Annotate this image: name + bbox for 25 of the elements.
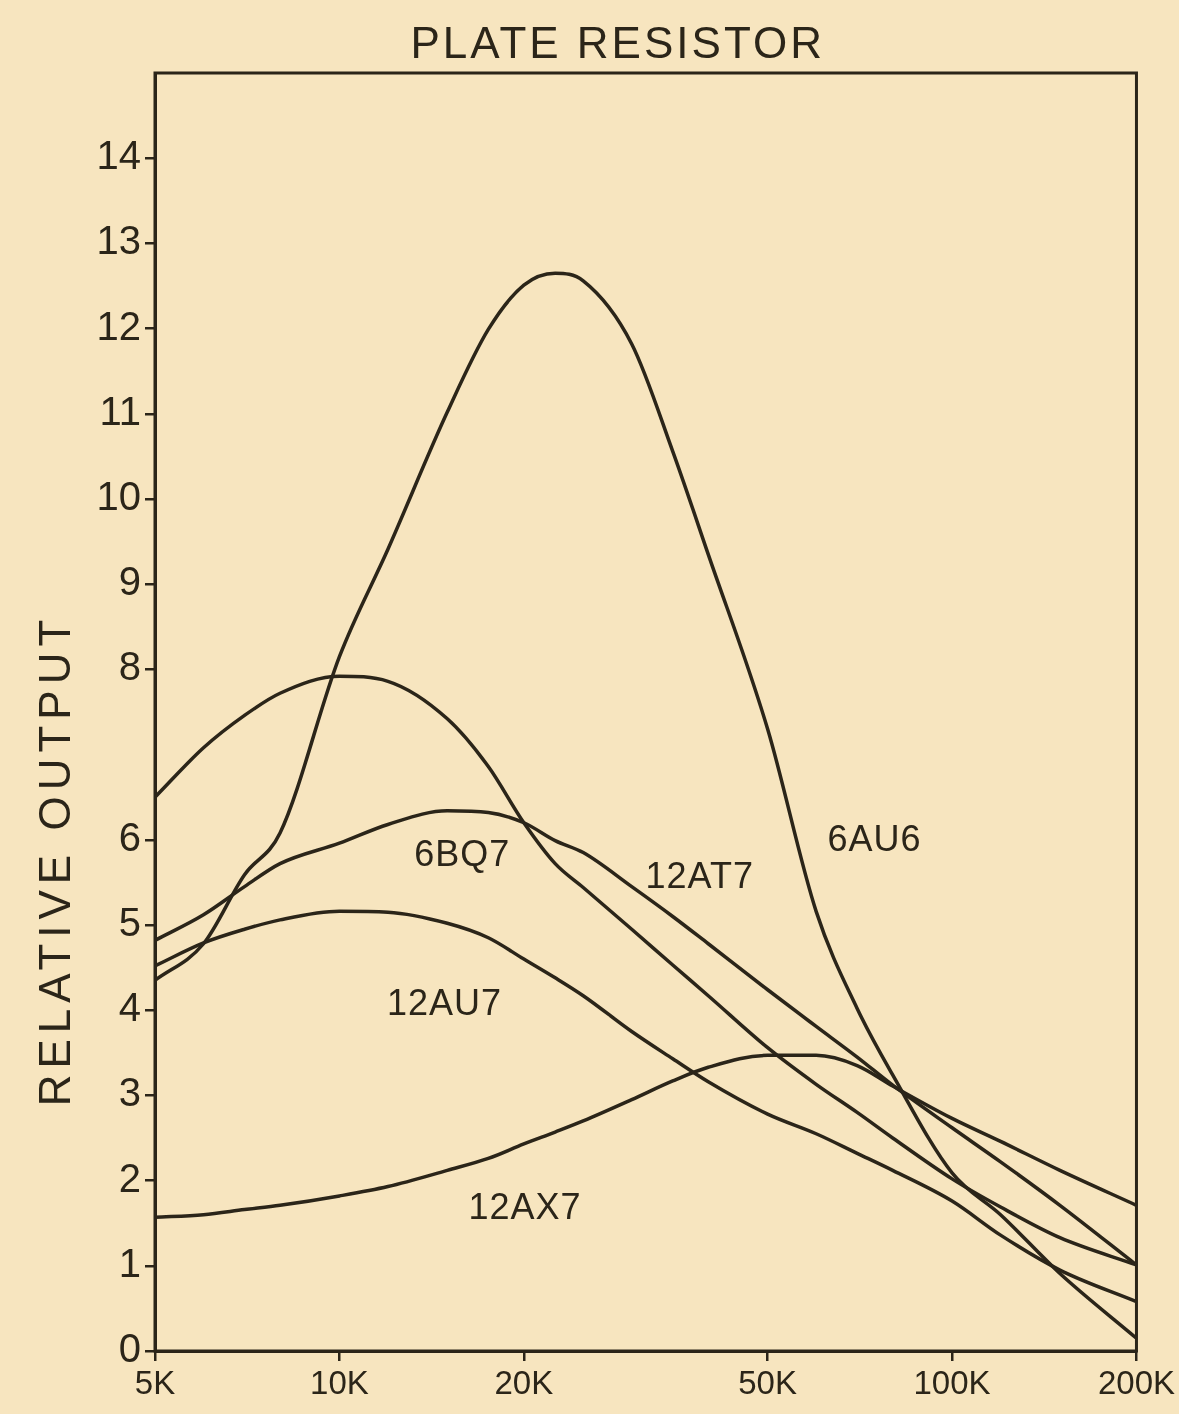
- series-label: 12AU7: [386, 981, 503, 1023]
- y-tick-label: 14: [96, 133, 141, 178]
- y-tick-label: 1: [118, 1240, 141, 1285]
- y-tick-label: 6: [118, 814, 141, 859]
- chart-title: PLATE RESISTOR: [410, 18, 825, 67]
- y-tick-label: 2: [118, 1155, 141, 1200]
- y-tick-label: 10: [96, 474, 141, 519]
- y-axis-title: RELATIVE OUTPUT: [30, 613, 80, 1107]
- series-label: 6AU6: [827, 818, 922, 859]
- series-label: 6BQ7: [414, 833, 511, 875]
- series-label: 12AT7: [645, 855, 754, 897]
- x-tick-label: 10K: [310, 1363, 369, 1401]
- x-tick-label: 100K: [913, 1363, 991, 1401]
- x-tick-label: 20K: [494, 1363, 554, 1401]
- y-tick-label: 9: [118, 559, 141, 604]
- y-tick-label: 12: [96, 303, 141, 348]
- y-tick-label: 5: [118, 900, 141, 945]
- y-tick-label: 3: [118, 1070, 141, 1115]
- y-tick-label: 8: [118, 644, 141, 689]
- x-tick-label: 50K: [738, 1363, 797, 1401]
- y-tick-label: 13: [96, 218, 141, 263]
- series-label: 12AX7: [468, 1186, 582, 1228]
- y-tick-label: 4: [118, 985, 141, 1030]
- y-tick-label: 11: [99, 388, 141, 433]
- x-tick-label: 200K: [1097, 1363, 1175, 1401]
